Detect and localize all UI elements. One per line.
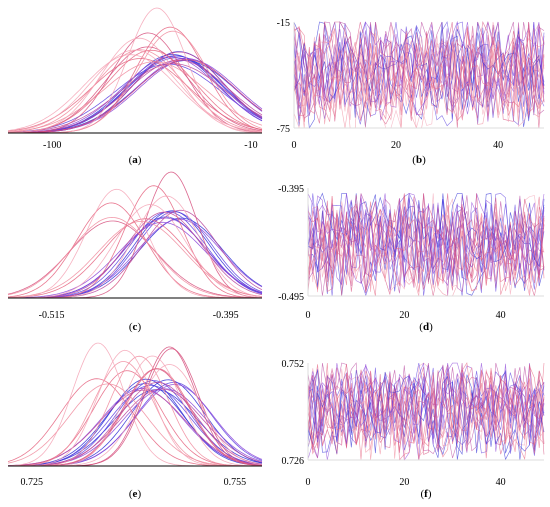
trace-series-d-14 xyxy=(307,205,545,292)
density-curve-a-11 xyxy=(8,51,263,134)
panel-c: -0.515 -0.395 (c) xyxy=(7,171,263,333)
trace-series-b-20 xyxy=(293,20,545,107)
trace-series-d-18 xyxy=(307,193,545,277)
x-tick-label-f-2: 40 xyxy=(496,477,506,488)
x-tick-label-f-0: 0 xyxy=(306,477,311,488)
trace-series-b-23 xyxy=(293,27,545,122)
density-curve-c-8 xyxy=(8,211,263,299)
density-curve-e-15 xyxy=(8,348,263,467)
trace-series-d-13 xyxy=(307,195,545,287)
trace-series-f-3 xyxy=(307,371,545,459)
x-tick-label-b-1: 20 xyxy=(391,140,401,151)
panel-caption-a: (a) xyxy=(129,154,142,166)
y-tick-label-d-1: -0.495 xyxy=(278,292,304,303)
trace-series-f-5 xyxy=(307,383,545,461)
density-curve-c-15 xyxy=(7,220,263,298)
panel-a: -100 -10 (a) xyxy=(7,7,263,166)
density-curve-c-12 xyxy=(7,218,263,299)
x-tick-label-e-0: 0.725 xyxy=(20,477,43,488)
trace-series-b-19 xyxy=(293,20,545,108)
y-tick-label-b-1: -75 xyxy=(277,124,290,135)
x-tick-label-c-1: -0.395 xyxy=(213,310,239,321)
density-curve-c-5 xyxy=(7,221,263,299)
trace-series-b-14 xyxy=(293,37,545,129)
density-curve-e-10 xyxy=(8,382,263,467)
y-tick-label-d-0: -0.395 xyxy=(278,184,304,195)
density-curve-e-6 xyxy=(8,380,263,467)
density-curve-e-19 xyxy=(7,383,262,467)
trace-series-f-6 xyxy=(307,379,545,461)
trace-series-f-18 xyxy=(307,362,545,443)
density-curve-c-16 xyxy=(7,216,262,299)
trace-series-f-2 xyxy=(307,381,545,461)
trace-series-f-13 xyxy=(307,362,545,446)
x-tick-label-b-2: 40 xyxy=(493,140,503,151)
density-curve-c-17 xyxy=(8,204,263,299)
y-tick-label-f-1: 0.726 xyxy=(282,456,305,467)
trace-series-f-20 xyxy=(307,369,545,454)
x-tick-label-d-1: 20 xyxy=(399,310,409,321)
trace-series-d-20 xyxy=(307,193,545,284)
density-curve-a-24 xyxy=(8,37,263,134)
x-tick-label-f-1: 20 xyxy=(399,477,409,488)
x-tick-label-b-0: 0 xyxy=(292,140,297,151)
x-tick-label-d-2: 40 xyxy=(496,310,506,321)
trace-series-b-18 xyxy=(293,20,545,107)
density-curve-a-17 xyxy=(7,49,263,133)
density-curve-a-18 xyxy=(7,58,263,132)
y-tick-label-b-0: -15 xyxy=(277,18,290,29)
density-curve-a-15 xyxy=(8,59,263,134)
panel-caption-f: (f) xyxy=(420,488,431,500)
x-tick-label-a-1: -10 xyxy=(244,140,257,151)
density-curve-a-12 xyxy=(8,63,263,133)
trace-series-d-11 xyxy=(307,211,545,297)
x-tick-label-c-0: -0.515 xyxy=(39,310,65,321)
trace-series-f-21 xyxy=(307,366,545,451)
panel-e: 0.725 0.755 (e) xyxy=(7,342,263,500)
x-tick-label-a-0: -100 xyxy=(43,140,61,151)
trace-series-d-19 xyxy=(307,193,545,278)
x-tick-label-e-1: 0.755 xyxy=(224,477,247,488)
trace-series-f-14 xyxy=(307,367,545,453)
trace-series-b-15 xyxy=(293,41,545,129)
density-curve-a-19 xyxy=(7,61,263,133)
panel-caption-d: (d) xyxy=(419,321,433,333)
trace-series-d-21 xyxy=(307,213,545,297)
panel-caption-e: (e) xyxy=(129,488,142,500)
trace-series-b-21 xyxy=(293,28,545,122)
panel-b: -15 -750 20 40 (b) xyxy=(277,18,545,166)
panel-caption-c: (c) xyxy=(129,321,142,333)
x-tick-label-d-0: 0 xyxy=(306,310,311,321)
density-curve-c-10 xyxy=(7,220,262,299)
y-tick-label-f-0: 0.752 xyxy=(282,359,305,370)
panel-caption-b: (b) xyxy=(412,154,426,166)
trace-series-f-19 xyxy=(307,362,545,438)
trace-series-b-17 xyxy=(293,20,545,108)
trace-series-f-4 xyxy=(307,370,545,455)
